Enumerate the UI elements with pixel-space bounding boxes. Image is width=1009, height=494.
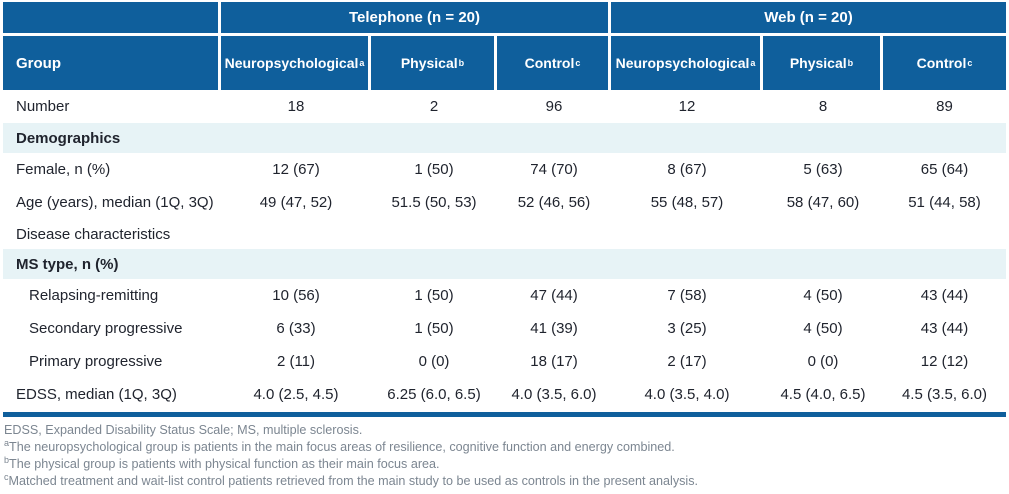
section-row-ms-type-n: MS type, n (%) xyxy=(3,249,1006,279)
footnote-line: cMatched treatment and wait-list control… xyxy=(4,471,1006,490)
cell-value: 89 xyxy=(936,98,953,115)
telephone-group-header: Telephone (n = 20) xyxy=(221,2,611,33)
cell-value: 4.0 (3.5, 6.0) xyxy=(511,386,597,403)
column-header-label: Physical xyxy=(400,55,458,71)
cell-value: 18 (17) xyxy=(530,353,578,370)
section-row-disease-characteristics: Disease characteristics xyxy=(3,219,1006,249)
table-row-edss-median-1q-3q: EDSS, median (1Q, 3Q) 4.0 (2.5, 4.5) 6.25 … xyxy=(3,378,1006,411)
cell-value: 1 (50) xyxy=(414,320,454,337)
footnote-text: EDSS, Expanded Disability Status Scale; … xyxy=(4,423,363,437)
cell-value: 12 xyxy=(678,98,696,115)
cell-value: 8 xyxy=(818,98,828,115)
cell-value: 65 (64) xyxy=(920,161,969,178)
row-label: MS type, n (%) xyxy=(16,255,119,273)
cell-value: 2 (11) xyxy=(276,353,316,370)
cell-value: 47 (44) xyxy=(530,287,578,304)
cell-value: 4.0 (3.5, 4.0) xyxy=(644,386,730,403)
table-row-primary-progressive: Primary progressive 2 (11) 0 (0) 18 (17) 2 (… xyxy=(3,345,1006,378)
column-header-control: Control c xyxy=(883,36,1006,90)
column-header-physical: Physical b xyxy=(371,36,497,90)
cell-value: 0 (0) xyxy=(418,353,450,370)
column-header-label: Physical xyxy=(789,55,847,71)
cell-value: 55 (48, 57) xyxy=(650,194,724,211)
cell-value: 7 (58) xyxy=(667,287,707,304)
column-header-physical: Physical b xyxy=(763,36,883,90)
section-row-demographics: Demographics xyxy=(3,123,1006,153)
footnote-line: EDSS, Expanded Disability Status Scale; … xyxy=(4,422,1006,439)
cell-value: 6.25 (6.0, 6.5) xyxy=(387,386,481,403)
cell-value: 4 (50) xyxy=(803,287,843,304)
cell-value: 12 (12) xyxy=(920,353,969,370)
column-header-label: Neuropsychological xyxy=(615,55,750,71)
cell-value: 4.5 (3.5, 6.0) xyxy=(901,386,988,403)
column-header-label: Group xyxy=(16,54,61,72)
row-label: EDSS, median (1Q, 3Q) xyxy=(16,386,177,403)
web-group-header: Web (n = 20) xyxy=(611,2,1006,33)
column-header-neuropsychological: Neuropsychological a xyxy=(221,36,371,90)
footnote-marker: c xyxy=(4,471,9,482)
table-row-secondary-progressive: Secondary progressive 6 (33) 1 (50) 41 (39)… xyxy=(3,312,1006,345)
row-label: Number xyxy=(16,98,70,115)
cell-value: 8 (67) xyxy=(667,161,707,178)
row-label: Demographics xyxy=(16,129,121,147)
cell-value: 43 (44) xyxy=(920,320,969,337)
row-label: Female, n (%) xyxy=(16,161,111,178)
cell-value: 52 (46, 56) xyxy=(517,194,591,211)
column-header-group: Group xyxy=(3,36,221,90)
cell-value: 6 (33) xyxy=(276,320,316,337)
baseline-characteristics-table: Telephone (n = 20) Web (n = 20) Group Neu… xyxy=(3,2,1006,417)
table-row-age-years-median-1q-3q: Age (years), median (1Q, 3Q) 49 (47, 52) 5… xyxy=(3,186,1006,219)
cell-value: 12 (67) xyxy=(272,161,320,178)
cell-value: 4.5 (4.0, 6.5) xyxy=(780,386,866,403)
row-label: Secondary progressive xyxy=(29,320,183,337)
footnote-text: The physical group is patients with phys… xyxy=(9,457,440,471)
footnote-marker: b xyxy=(4,454,10,465)
cell-value: 3 (25) xyxy=(667,320,707,337)
column-header-control: Control c xyxy=(497,36,611,90)
cell-value: 18 xyxy=(287,98,305,115)
row-label: Disease characteristics xyxy=(16,225,171,243)
cell-value: 10 (56) xyxy=(272,287,320,304)
footnotes: EDSS, Expanded Disability Status Scale; … xyxy=(3,422,1006,490)
row-label: Age (years), median (1Q, 3Q) xyxy=(16,194,214,211)
group-header-spacer xyxy=(3,2,221,33)
bottom-rule xyxy=(3,412,1006,417)
column-header-row: Group Neuropsychological a Physical b Control… xyxy=(3,36,1006,90)
table-row-relapsing-remitting: Relapsing-remitting 10 (56) 1 (50) 47 (44) 7… xyxy=(3,279,1006,312)
cell-value: 4 (50) xyxy=(803,320,843,337)
group-header-row: Telephone (n = 20) Web (n = 20) xyxy=(3,2,1006,33)
column-header-neuropsychological: Neuropsychological a xyxy=(611,36,763,90)
footnote-text: The neuropsychological group is patients… xyxy=(9,440,675,454)
cell-value: 51.5 (50, 53) xyxy=(391,194,477,211)
row-label: Relapsing-remitting xyxy=(29,287,159,304)
column-header-label: Control xyxy=(916,55,967,71)
footnote-line: aThe neuropsychological group is patient… xyxy=(4,437,1006,456)
row-label: Primary progressive xyxy=(29,353,163,370)
cell-value: 2 (17) xyxy=(667,353,707,370)
column-header-label: Neuropsychological xyxy=(224,55,359,71)
cell-value: 49 (47, 52) xyxy=(259,194,333,211)
column-header-label: Control xyxy=(524,55,575,71)
cell-value: 4.0 (2.5, 4.5) xyxy=(253,386,339,403)
cell-value: 96 xyxy=(545,98,563,115)
cell-value: 2 xyxy=(429,98,439,115)
footnote-text: Matched treatment and wait-list control … xyxy=(8,474,699,488)
cell-value: 43 (44) xyxy=(920,287,969,304)
cell-value: 0 (0) xyxy=(807,353,839,370)
cell-value: 1 (50) xyxy=(414,287,454,304)
cell-value: 74 (70) xyxy=(530,161,578,178)
footnote-marker: a xyxy=(4,437,10,448)
cell-value: 51 (44, 58) xyxy=(908,194,981,211)
cell-value: 58 (47, 60) xyxy=(786,194,860,211)
footnote-line: bThe physical group is patients with phy… xyxy=(4,454,1006,473)
table-body: Number 18 2 96 12 8 89 Demographics Female, n (%… xyxy=(3,90,1006,411)
table-row-number: Number 18 2 96 12 8 89 xyxy=(3,90,1006,123)
cell-value: 5 (63) xyxy=(803,161,843,178)
cell-value: 1 (50) xyxy=(414,161,454,178)
cell-value: 41 (39) xyxy=(530,320,578,337)
table-row-female-n: Female, n (%) 12 (67) 1 (50) 74 (70) 8 (67) 5… xyxy=(3,153,1006,186)
